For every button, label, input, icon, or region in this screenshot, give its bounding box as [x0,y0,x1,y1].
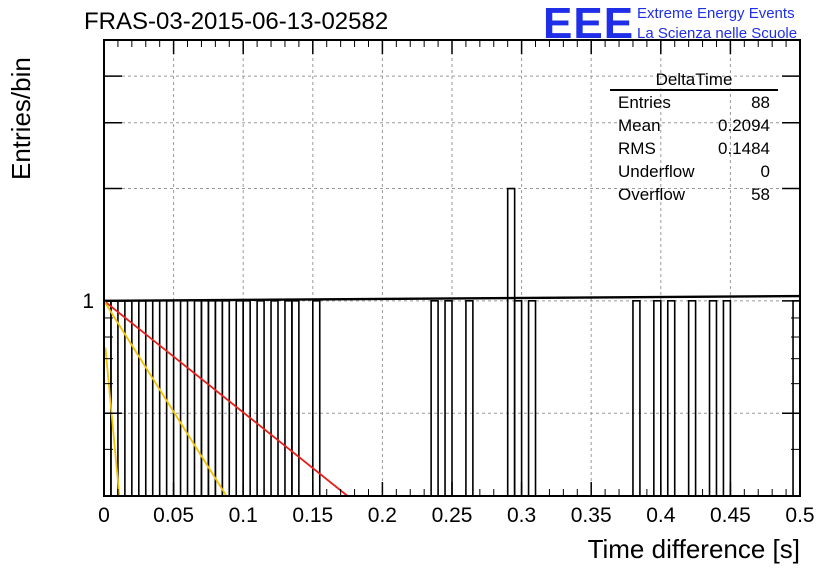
histogram-bar [722,300,732,496]
stats-row-mean: Mean 0.2094 [610,114,778,137]
histogram-bar [465,300,474,496]
fit-line [103,294,801,303]
histogram-bar [256,300,265,496]
histogram-bar [430,300,439,496]
histogram-bar [792,300,801,496]
x-tick-label: 0.15 [292,504,333,527]
stats-row-overflow: Overflow 58 [610,183,778,206]
histogram-bar [312,300,321,496]
stats-label: Overflow [618,185,686,204]
histogram-bar [284,300,293,496]
histogram-bar [527,300,537,496]
y-tick-label: 1 [82,290,94,313]
histogram-bar [193,300,203,496]
x-tick-label: 0.1 [229,504,258,527]
stats-value: 88 [751,93,770,112]
stats-label: Mean [618,116,661,135]
fit-line [103,300,349,497]
histogram-bar [506,187,516,496]
tick-labels: 0 0.05 0.1 0.15 0.2 0.25 0.3 0.35 0.4 0.45 0.5 1 [82,290,814,527]
x-tick-label: 0 [98,504,110,527]
stats-label: Underflow [618,162,695,181]
x-tick-label: 0.25 [432,504,473,527]
eee-tagline-2: La Scienza nelle Scuole [637,25,798,42]
histogram-bar [270,300,279,496]
y-axis-label: Entries/bin [6,57,36,180]
fit-line [103,300,228,497]
eee-tagline-1: Extreme Energy Events [637,5,795,22]
x-tick-label: 0.5 [785,504,814,527]
histogram-bar [151,300,161,496]
x-tick-label: 0.3 [507,504,536,527]
histogram-bar [124,300,133,496]
histogram-bar [632,300,641,496]
histogram-bar [653,300,662,496]
x-tick-label: 0.45 [710,504,751,527]
stats-box-title: DeltaTime [610,70,778,91]
histogram-bar [179,300,189,496]
histogram-bar [165,300,175,496]
stats-value: 0 [760,162,770,181]
x-axis-label: Time difference [s] [587,534,800,564]
stats-row-entries: Entries 88 [610,91,778,114]
x-tick-label: 0.2 [368,504,397,527]
stats-label: RMS [618,139,656,158]
stats-label: Entries [618,93,671,112]
histogram-bar [513,300,523,496]
histogram-bar [207,300,217,496]
histogram-bar [708,300,718,496]
x-tick-label: 0.05 [153,504,194,527]
histogram-bar [444,300,453,496]
histogram-bar [291,300,300,496]
stats-value: 0.2094 [718,116,770,135]
fit-lines [103,294,801,497]
fit-line [104,347,121,497]
stats-row-rms: RMS 0.1484 [610,137,778,160]
histogram-bar [666,300,676,496]
axis-ticks [103,40,801,496]
histogram-bar [214,300,224,496]
eee-logo: EEE [543,0,635,48]
chart-title: FRAS-03-2015-06-13-02582 [84,8,389,35]
stats-box: DeltaTime Entries 88 Mean 0.2094 RMS 0.1484… [610,70,778,206]
histogram-bar [242,300,251,496]
histogram-bar [235,300,244,496]
x-tick-label: 0.35 [571,504,612,527]
x-tick-label: 0.4 [646,504,676,527]
stats-row-underflow: Underflow 0 [610,160,778,183]
stats-value: 0.1484 [718,139,770,158]
stats-value: 58 [751,185,770,204]
histogram-bar [687,300,697,496]
